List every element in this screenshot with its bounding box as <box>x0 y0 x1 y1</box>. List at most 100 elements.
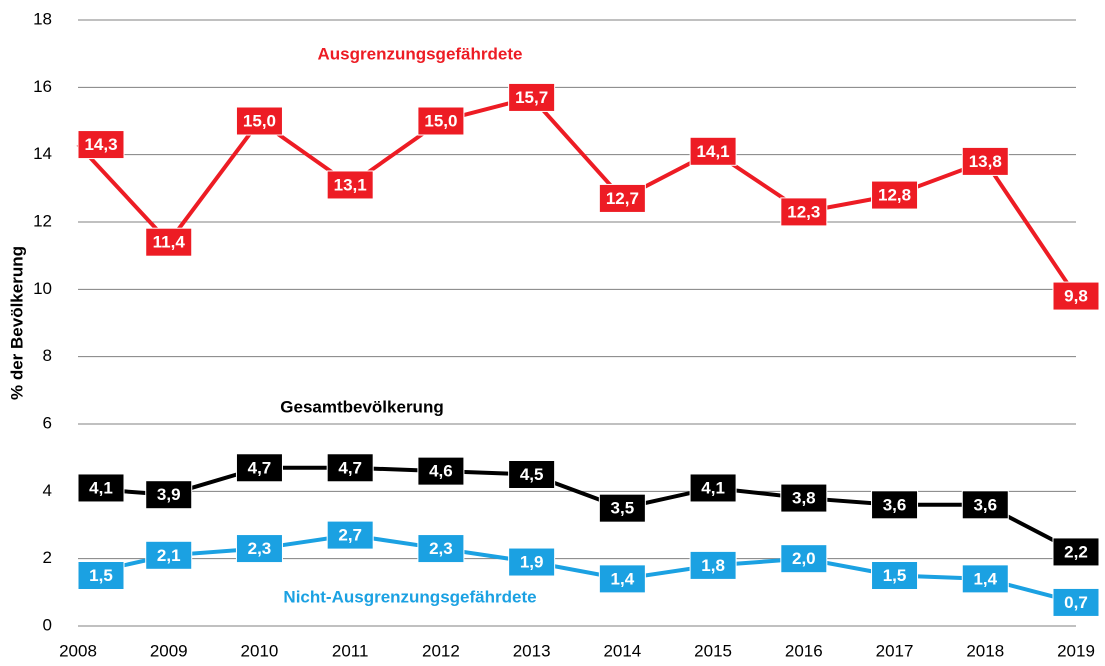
label-box <box>871 561 919 590</box>
label-box <box>417 106 465 136</box>
x-tick-label: 2014 <box>603 641 641 660</box>
label-box <box>961 564 1009 594</box>
series-label: Gesamtbevölkerung <box>280 397 443 416</box>
data-label: 12,3 <box>780 197 828 227</box>
label-box <box>780 544 828 574</box>
label-box <box>780 197 828 227</box>
y-tick-label: 18 <box>33 9 52 28</box>
data-label-text: 15,0 <box>424 111 457 130</box>
data-label-text: 12,3 <box>787 202 820 221</box>
data-label: 4,6 <box>417 456 465 486</box>
label-box <box>235 106 283 136</box>
label-box <box>508 82 556 112</box>
data-label: 15,0 <box>235 106 283 136</box>
x-tick-label: 2009 <box>150 641 188 660</box>
data-label: 13,8 <box>961 146 1009 176</box>
data-label: 12,7 <box>598 183 646 213</box>
label-box <box>77 473 125 503</box>
data-label-text: 4,1 <box>701 478 725 497</box>
data-label: 3,9 <box>145 480 193 510</box>
data-label-text: 4,5 <box>520 465 544 484</box>
x-tick-label: 2017 <box>876 641 914 660</box>
data-label-text: 1,5 <box>89 566 113 585</box>
data-label: 0,7 <box>1052 587 1100 617</box>
label-box <box>77 561 125 590</box>
label-box <box>689 550 737 580</box>
data-label-text: 1,9 <box>520 553 544 572</box>
data-label-text: 4,6 <box>429 462 453 481</box>
y-tick-label: 10 <box>33 279 52 298</box>
data-label-text: 3,6 <box>883 495 907 514</box>
series-label: Nicht-Ausgrenzungsgefährdete <box>283 587 536 606</box>
data-label: 11,4 <box>145 227 193 257</box>
y-tick-label: 14 <box>33 144 52 163</box>
x-tick-label: 2016 <box>785 641 823 660</box>
data-label-text: 4,1 <box>89 478 113 497</box>
label-box <box>145 480 193 510</box>
data-label: 1,4 <box>961 564 1009 594</box>
data-label: 2,0 <box>780 544 828 574</box>
label-box <box>326 520 374 550</box>
data-label: 1,4 <box>598 564 646 594</box>
label-box <box>417 456 465 486</box>
label-box <box>145 540 193 570</box>
data-label-text: 3,6 <box>973 495 997 514</box>
label-box <box>235 534 283 564</box>
data-label-text: 2,1 <box>157 546 181 565</box>
data-label-text: 13,8 <box>969 152 1002 171</box>
label-box <box>961 490 1009 520</box>
y-tick-label: 4 <box>43 481 52 500</box>
data-label: 15,0 <box>417 106 465 136</box>
data-label: 2,1 <box>145 540 193 570</box>
label-box <box>326 170 374 200</box>
label-box <box>871 180 919 210</box>
data-label-text: 2,3 <box>248 539 272 558</box>
label-box <box>598 183 646 213</box>
y-tick-label: 2 <box>43 548 52 567</box>
label-box <box>780 483 828 513</box>
label-box <box>326 453 374 483</box>
data-label: 1,8 <box>689 550 737 580</box>
data-label-text: 3,8 <box>792 489 816 508</box>
series-line <box>77 465 1077 554</box>
data-label-text: 15,7 <box>515 88 548 107</box>
data-label-text: 1,4 <box>611 569 635 588</box>
data-label-text: 11,4 <box>153 233 186 252</box>
data-label-text: 1,8 <box>701 556 725 575</box>
x-tick-label: 2008 <box>59 641 97 660</box>
data-label-text: 2,3 <box>429 539 453 558</box>
y-tick-label: 8 <box>43 346 52 365</box>
label-box <box>871 490 919 520</box>
data-label: 9,8 <box>1052 281 1100 311</box>
data-label: 4,7 <box>235 453 283 483</box>
data-label: 4,1 <box>689 473 737 503</box>
data-label-text: 1,4 <box>973 569 997 588</box>
data-label-text: 0,7 <box>1064 593 1088 612</box>
x-tick-label: 2013 <box>513 641 551 660</box>
label-box <box>235 453 283 483</box>
label-box <box>145 227 193 257</box>
label-box <box>961 146 1009 176</box>
series-label: Ausgrenzungsgefährdete <box>318 44 523 63</box>
data-label: 1,9 <box>508 547 556 577</box>
x-tick-label: 2012 <box>422 641 460 660</box>
x-tick-label: 2015 <box>694 641 732 660</box>
label-box <box>508 547 556 577</box>
y-axis-label: % der Bevölkerung <box>7 246 26 400</box>
y-tick-label: 0 <box>43 615 52 634</box>
data-label-text: 4,7 <box>338 458 362 477</box>
data-label: 3,5 <box>598 493 646 523</box>
label-box <box>1052 281 1100 311</box>
data-label: 3,6 <box>961 490 1009 520</box>
data-label-text: 2,0 <box>792 549 816 568</box>
data-label: 4,7 <box>326 453 374 483</box>
data-label: 4,5 <box>508 460 556 489</box>
series-line <box>76 95 1078 298</box>
data-label-text: 14,3 <box>84 135 117 154</box>
data-label-text: 4,7 <box>248 458 272 477</box>
series-line <box>77 533 1077 605</box>
data-label-text: 2,7 <box>338 526 362 545</box>
x-tick-label: 2019 <box>1057 641 1095 660</box>
label-box <box>1052 587 1100 617</box>
